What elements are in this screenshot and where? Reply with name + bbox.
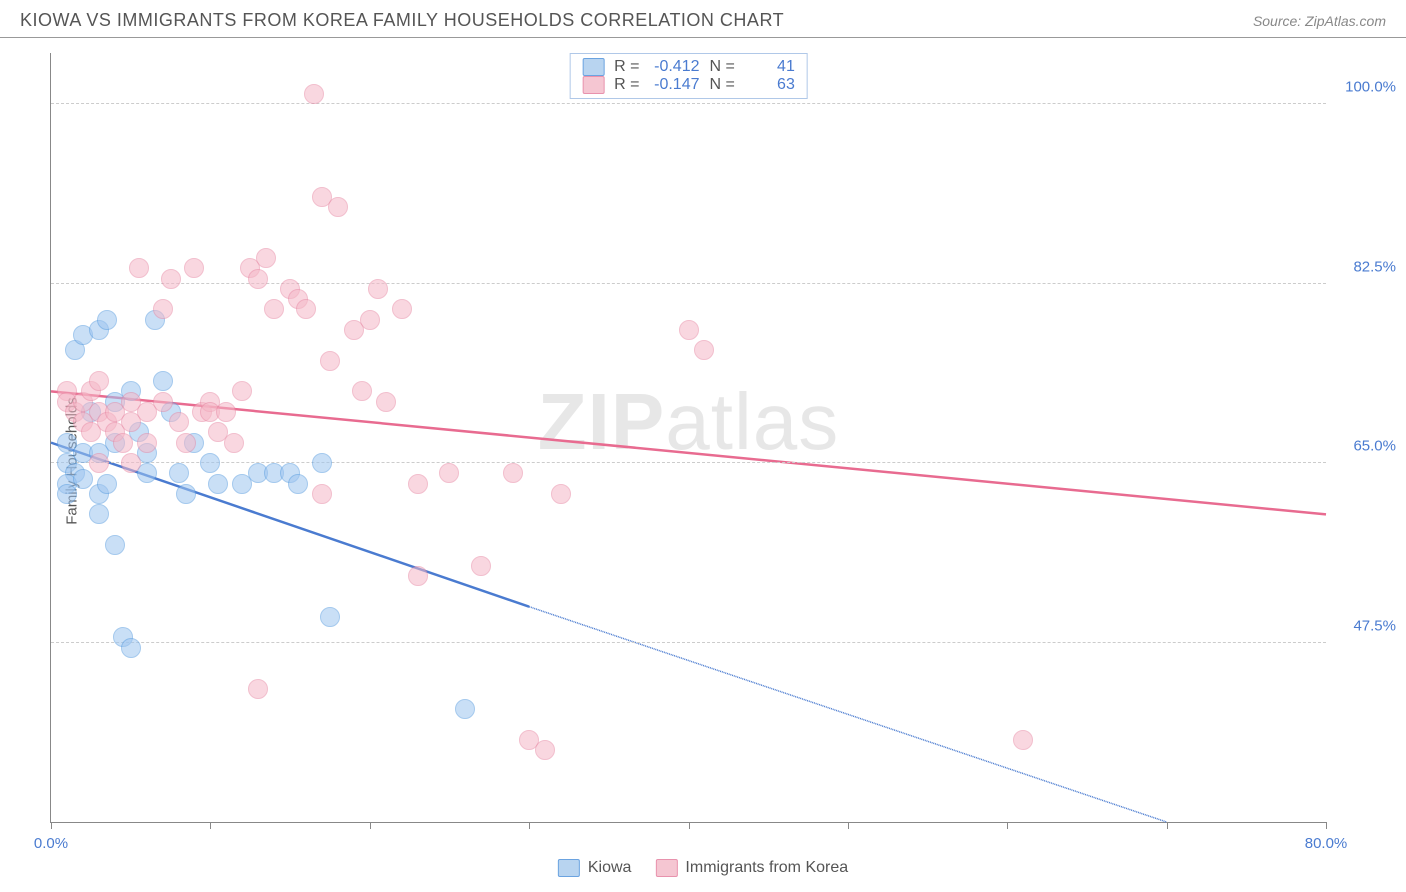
data-point xyxy=(216,402,236,422)
stat-label: R = xyxy=(614,76,639,94)
data-point xyxy=(97,474,117,494)
legend-swatch xyxy=(655,859,677,877)
data-point xyxy=(105,535,125,555)
data-point xyxy=(129,258,149,278)
data-point xyxy=(535,740,555,760)
data-point xyxy=(73,469,93,489)
legend-item: Immigrants from Korea xyxy=(655,859,848,877)
legend-item: Kiowa xyxy=(558,859,632,877)
legend: Kiowa Immigrants from Korea xyxy=(558,859,848,877)
data-point xyxy=(121,453,141,473)
data-point xyxy=(89,371,109,391)
data-point xyxy=(503,463,523,483)
data-point xyxy=(408,566,428,586)
stats-row: R = -0.412 N = 41 xyxy=(582,58,795,76)
y-tick-label: 82.5% xyxy=(1336,258,1396,275)
data-point xyxy=(471,556,491,576)
stat-label: R = xyxy=(614,58,639,76)
x-tick xyxy=(210,822,211,829)
data-point xyxy=(153,299,173,319)
data-point xyxy=(376,392,396,412)
stats-box: R = -0.412 N = 41 R = -0.147 N = 63 xyxy=(569,53,808,99)
data-point xyxy=(264,299,284,319)
series-swatch xyxy=(582,76,604,94)
stat-value: 41 xyxy=(745,58,795,76)
data-point xyxy=(121,638,141,658)
data-point xyxy=(368,279,388,299)
x-tick xyxy=(1326,822,1327,829)
x-tick xyxy=(529,822,530,829)
stat-value: -0.147 xyxy=(650,76,700,94)
data-point xyxy=(694,340,714,360)
data-point xyxy=(320,351,340,371)
data-point xyxy=(169,463,189,483)
stat-value: -0.412 xyxy=(650,58,700,76)
data-point xyxy=(392,299,412,319)
data-point xyxy=(439,463,459,483)
data-point xyxy=(208,474,228,494)
x-tick xyxy=(689,822,690,829)
data-point xyxy=(137,433,157,453)
data-point xyxy=(153,392,173,412)
data-point xyxy=(224,433,244,453)
series-swatch xyxy=(582,58,604,76)
data-point xyxy=(97,310,117,330)
data-point xyxy=(169,412,189,432)
data-point xyxy=(89,504,109,524)
x-tick xyxy=(1167,822,1168,829)
data-point xyxy=(57,484,77,504)
data-point xyxy=(248,679,268,699)
x-tick-label: 0.0% xyxy=(34,835,68,852)
data-point xyxy=(360,310,380,330)
data-point xyxy=(288,474,308,494)
data-point xyxy=(176,433,196,453)
data-point xyxy=(312,453,332,473)
data-point xyxy=(248,269,268,289)
stats-row: R = -0.147 N = 63 xyxy=(582,76,795,94)
gridline xyxy=(51,283,1326,284)
data-point xyxy=(176,484,196,504)
data-point xyxy=(256,248,276,268)
data-point xyxy=(320,607,340,627)
legend-label: Immigrants from Korea xyxy=(685,859,848,877)
data-point xyxy=(200,453,220,473)
chart-title: KIOWA VS IMMIGRANTS FROM KOREA FAMILY HO… xyxy=(20,10,784,31)
stat-value: 63 xyxy=(745,76,795,94)
gridline xyxy=(51,642,1326,643)
source-credit: Source: ZipAtlas.com xyxy=(1253,13,1386,29)
x-tick xyxy=(51,822,52,829)
data-point xyxy=(328,197,348,217)
data-point xyxy=(352,381,372,401)
y-tick-label: 65.0% xyxy=(1336,438,1396,455)
x-tick xyxy=(370,822,371,829)
data-point xyxy=(153,371,173,391)
data-point xyxy=(113,433,133,453)
stat-label: N = xyxy=(710,76,735,94)
y-tick-label: 100.0% xyxy=(1336,79,1396,96)
legend-label: Kiowa xyxy=(588,859,632,877)
data-point xyxy=(312,484,332,504)
data-point xyxy=(1013,730,1033,750)
x-tick xyxy=(848,822,849,829)
y-tick-label: 47.5% xyxy=(1336,617,1396,634)
gridline xyxy=(51,103,1326,104)
stat-label: N = xyxy=(710,58,735,76)
header: KIOWA VS IMMIGRANTS FROM KOREA FAMILY HO… xyxy=(0,0,1406,38)
chart-container: Family Households ZIPatlas R =-0.412N =4… xyxy=(0,38,1406,883)
data-point xyxy=(184,258,204,278)
data-point xyxy=(455,699,475,719)
data-point xyxy=(408,474,428,494)
data-point xyxy=(161,269,181,289)
data-point xyxy=(232,381,252,401)
plot-area: ZIPatlas R =-0.412N =41R =-0.147N =63 47… xyxy=(50,53,1326,823)
data-point xyxy=(296,299,316,319)
legend-swatch xyxy=(558,859,580,877)
x-tick xyxy=(1007,822,1008,829)
gridline xyxy=(51,462,1326,463)
data-point xyxy=(679,320,699,340)
data-point xyxy=(89,453,109,473)
data-point xyxy=(551,484,571,504)
data-point xyxy=(304,84,324,104)
x-tick-label: 80.0% xyxy=(1305,835,1348,852)
